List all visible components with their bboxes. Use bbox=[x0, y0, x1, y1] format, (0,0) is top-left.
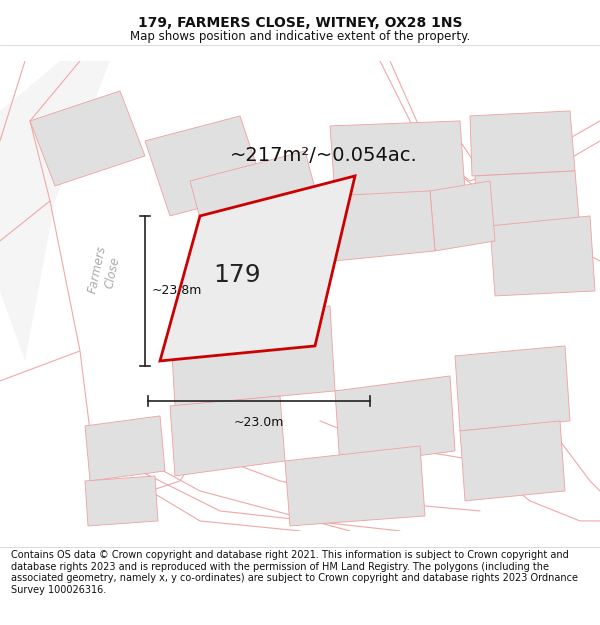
Polygon shape bbox=[285, 446, 425, 526]
Polygon shape bbox=[170, 396, 285, 476]
Polygon shape bbox=[0, 61, 110, 361]
Polygon shape bbox=[460, 421, 565, 501]
Text: Map shows position and indicative extent of the property.: Map shows position and indicative extent… bbox=[130, 30, 470, 43]
Polygon shape bbox=[430, 181, 495, 251]
Polygon shape bbox=[85, 476, 158, 526]
Text: Farmers
Close: Farmers Close bbox=[86, 244, 124, 298]
Polygon shape bbox=[85, 416, 165, 481]
Polygon shape bbox=[335, 376, 455, 466]
Text: ~217m²/~0.054ac.: ~217m²/~0.054ac. bbox=[230, 146, 418, 166]
Text: Contains OS data © Crown copyright and database right 2021. This information is : Contains OS data © Crown copyright and d… bbox=[11, 550, 578, 595]
Polygon shape bbox=[475, 171, 580, 236]
Polygon shape bbox=[170, 306, 335, 406]
Text: 179: 179 bbox=[214, 262, 262, 287]
Polygon shape bbox=[490, 216, 595, 296]
Text: ~23.8m: ~23.8m bbox=[152, 284, 202, 298]
Polygon shape bbox=[470, 111, 575, 176]
Polygon shape bbox=[145, 116, 265, 216]
Text: 179, FARMERS CLOSE, WITNEY, OX28 1NS: 179, FARMERS CLOSE, WITNEY, OX28 1NS bbox=[138, 16, 462, 29]
Polygon shape bbox=[190, 151, 325, 256]
Polygon shape bbox=[30, 91, 145, 186]
Text: ~23.0m: ~23.0m bbox=[234, 416, 284, 429]
Polygon shape bbox=[330, 191, 435, 261]
Polygon shape bbox=[160, 176, 355, 361]
Polygon shape bbox=[330, 121, 465, 196]
Polygon shape bbox=[455, 346, 570, 431]
